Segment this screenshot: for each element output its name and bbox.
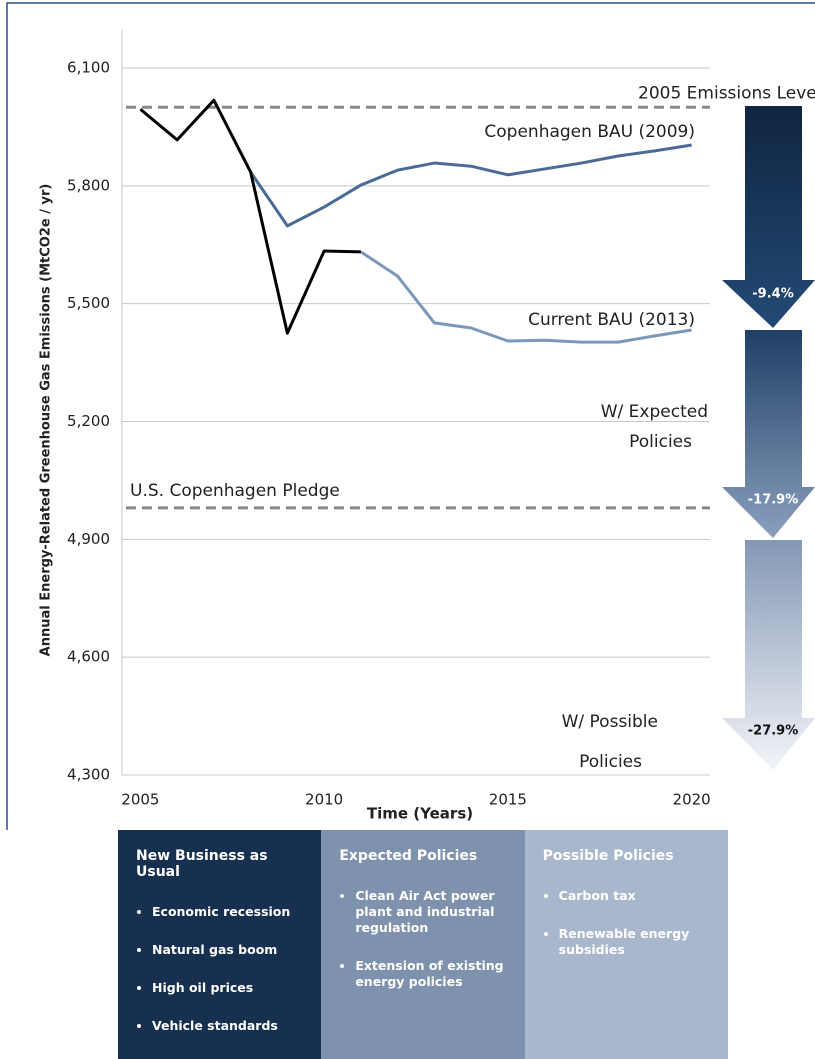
panel-title: New Business as Usual <box>136 848 268 880</box>
y-tick-label: 4,900 <box>67 530 110 548</box>
frame <box>6 2 815 830</box>
series-label: Current BAU (2013) <box>528 310 695 330</box>
reference-label: U.S. Copenhagen Pledge <box>130 481 340 501</box>
y-tick-label: 4,300 <box>67 766 110 784</box>
series-line <box>360 250 692 344</box>
reduction-arrow <box>722 106 815 328</box>
panel: New Business as Usual Economic recession N… <box>118 830 322 1059</box>
panel: Expected Policies Clean Air Act power pla… <box>321 830 525 1059</box>
panel-list: Clean Air Act power plant and industrial… <box>339 888 510 990</box>
reduction-label: -27.9% <box>748 724 799 739</box>
y-tick-label: 5,800 <box>67 176 110 194</box>
y-tick-label: 4,600 <box>67 648 110 666</box>
x-axis-title: Time (Years) <box>367 805 473 823</box>
series-line <box>249 143 692 228</box>
panel-item: Economic recession <box>152 904 307 920</box>
series-label: Copenhagen BAU (2009) <box>484 122 695 142</box>
series-label: Policies <box>629 432 692 452</box>
panel-list: Economic recession Natural gas boom High o… <box>136 904 307 1034</box>
series-line <box>139 98 361 335</box>
reference-label: 2005 Emissions Level <box>638 83 815 103</box>
x-tick-label: 2015 <box>489 791 527 809</box>
y-tick-label: 5,500 <box>67 294 110 312</box>
panel-item: Renewable energy subsidies <box>559 926 714 958</box>
chart: -9.4% -17.9% -27.9% Time (Years) Annual … <box>6 2 815 830</box>
x-tick-label: 2020 <box>673 791 711 809</box>
y-tick-label: 6,100 <box>67 59 110 77</box>
panel-item: Natural gas boom <box>152 942 307 958</box>
y-tick-label: 5,200 <box>67 412 110 430</box>
reduction-arrow <box>722 330 815 538</box>
panel-item: High oil prices <box>152 980 307 996</box>
reduction-label: -17.9% <box>748 493 799 508</box>
y-axis-title: Annual Energy-Related Greenhouse Gas Emi… <box>39 184 54 657</box>
panels: New Business as Usual Economic recession N… <box>118 830 728 1059</box>
reduction-label: -9.4% <box>752 287 793 302</box>
panel-item: Extension of existing energy policies <box>355 958 510 990</box>
panel-item: Carbon tax <box>559 888 714 904</box>
reduction-arrow <box>722 540 815 770</box>
x-tick-label: 2005 <box>121 791 159 809</box>
series-label: W/ Expected <box>601 402 708 422</box>
panel-list: Carbon tax Renewable energy subsidies <box>543 888 714 958</box>
panel-title: Possible Policies <box>542 848 674 864</box>
panel-item: Clean Air Act power plant and industrial… <box>355 888 510 936</box>
panel-item: Vehicle standards <box>152 1018 307 1034</box>
panel-title: Expected Policies <box>339 848 478 864</box>
series-label: W/ Possible <box>562 712 658 732</box>
panel: Possible Policies Carbon tax Renewable ene… <box>524 830 728 1059</box>
x-tick-label: 2010 <box>305 791 343 809</box>
series-label: Policies <box>579 752 642 772</box>
